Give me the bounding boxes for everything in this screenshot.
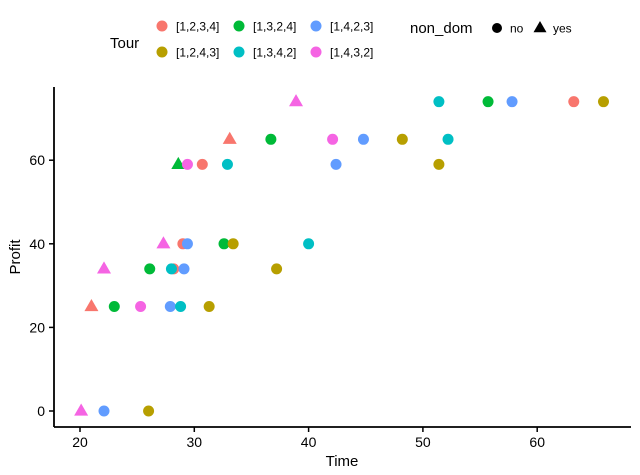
data-point-circle (227, 238, 239, 250)
legend-swatch-circle-icon (156, 20, 168, 32)
data-point-triangle (289, 94, 304, 107)
data-point-triangle (156, 236, 171, 249)
data-point-circle (196, 158, 208, 170)
legend-label: [1,3,2,4] (253, 20, 296, 34)
data-point-circle (175, 301, 187, 312)
legend-circle-icon (492, 23, 502, 33)
x-axis-ticks: 20 30 40 50 60 (72, 427, 545, 450)
legend-label: [1,4,3,2] (330, 46, 373, 60)
data-point-circle (265, 133, 277, 145)
legend-label: yes (553, 22, 572, 36)
data-point-circle (568, 96, 580, 108)
data-point-circle (357, 133, 369, 145)
data-point-triangle (97, 261, 112, 274)
data-point-circle (327, 133, 339, 145)
legend-swatch-circle-icon (233, 46, 245, 58)
legend-label: [1,3,4,2] (253, 46, 296, 60)
legend-item: [1,2,4,3] (156, 46, 219, 60)
shape-legend-title: non_dom (410, 20, 473, 37)
legend-item: no (492, 22, 524, 36)
data-point-circle (506, 96, 518, 108)
color-legend-entries: [1,2,3,4] [1,3,2,4] [1,4,2,3] [1,2,4,3] [1,3… (156, 20, 373, 60)
data-point-circle (181, 238, 193, 250)
x-tick-label: 20 (72, 434, 88, 450)
data-point-circle (218, 238, 230, 250)
shape-legend-entries: no yes (492, 21, 572, 36)
color-legend-title: Tour (110, 35, 139, 52)
legend-item: [1,4,2,3] (310, 20, 373, 34)
data-point-triangle (84, 298, 99, 312)
data-point-circle (396, 133, 408, 145)
legend-item: yes (533, 21, 572, 36)
data-points (74, 94, 609, 417)
legend-item: [1,3,4,2] (233, 46, 296, 60)
plot-area: 20 30 40 50 60 0 20 40 60 (29, 87, 631, 450)
data-point-circle (442, 133, 454, 145)
data-point-circle (98, 405, 110, 417)
data-point-circle (271, 263, 283, 275)
y-tick-label: 20 (29, 319, 45, 335)
data-point-circle (135, 301, 147, 312)
data-point-triangle (171, 156, 186, 169)
y-tick-label: 60 (29, 152, 45, 168)
legend-item: [1,3,2,4] (233, 20, 296, 34)
legend-label: [1,2,3,4] (176, 20, 219, 34)
data-point-circle (303, 238, 315, 250)
legend-swatch-circle-icon (310, 20, 322, 32)
legend-triangle-icon (533, 21, 547, 33)
data-point-circle (482, 96, 494, 108)
data-point-circle (597, 96, 609, 108)
data-point-circle (330, 158, 342, 170)
y-axis-title: Profit (7, 239, 24, 275)
data-point-circle (164, 301, 176, 312)
legend-label: no (510, 22, 524, 36)
data-point-circle (178, 263, 190, 275)
legend-label: [1,2,4,3] (176, 46, 219, 60)
x-tick-label: 40 (301, 434, 317, 450)
data-point-circle (144, 263, 156, 275)
y-tick-label: 40 (29, 236, 45, 252)
legend-item: [1,2,3,4] (156, 20, 219, 34)
legend-label: [1,4,2,3] (330, 20, 373, 34)
data-point-circle (108, 301, 120, 312)
legend-swatch-circle-icon (310, 46, 322, 58)
legend: Tour [1,2,3,4] [1,3,2,4] [1,4,2,3] [1,2,4,3… (110, 20, 572, 60)
y-tick-label: 0 (37, 403, 45, 419)
data-point-circle (221, 158, 233, 170)
y-axis-ticks: 0 20 40 60 (29, 152, 54, 419)
x-axis-title: Time (326, 453, 359, 470)
legend-item: [1,4,3,2] (310, 46, 373, 60)
data-point-triangle (74, 403, 89, 416)
data-point-circle (203, 301, 215, 312)
legend-swatch-circle-icon (233, 20, 245, 32)
data-point-circle (433, 96, 445, 108)
data-point-circle (143, 405, 155, 417)
data-point-circle (181, 158, 193, 170)
legend-swatch-circle-icon (156, 46, 168, 58)
data-point-circle (433, 158, 445, 170)
x-tick-label: 60 (529, 434, 545, 450)
data-point-triangle (222, 131, 237, 144)
x-tick-label: 30 (187, 434, 203, 450)
x-tick-label: 50 (415, 434, 431, 450)
data-point-circle (165, 263, 177, 275)
